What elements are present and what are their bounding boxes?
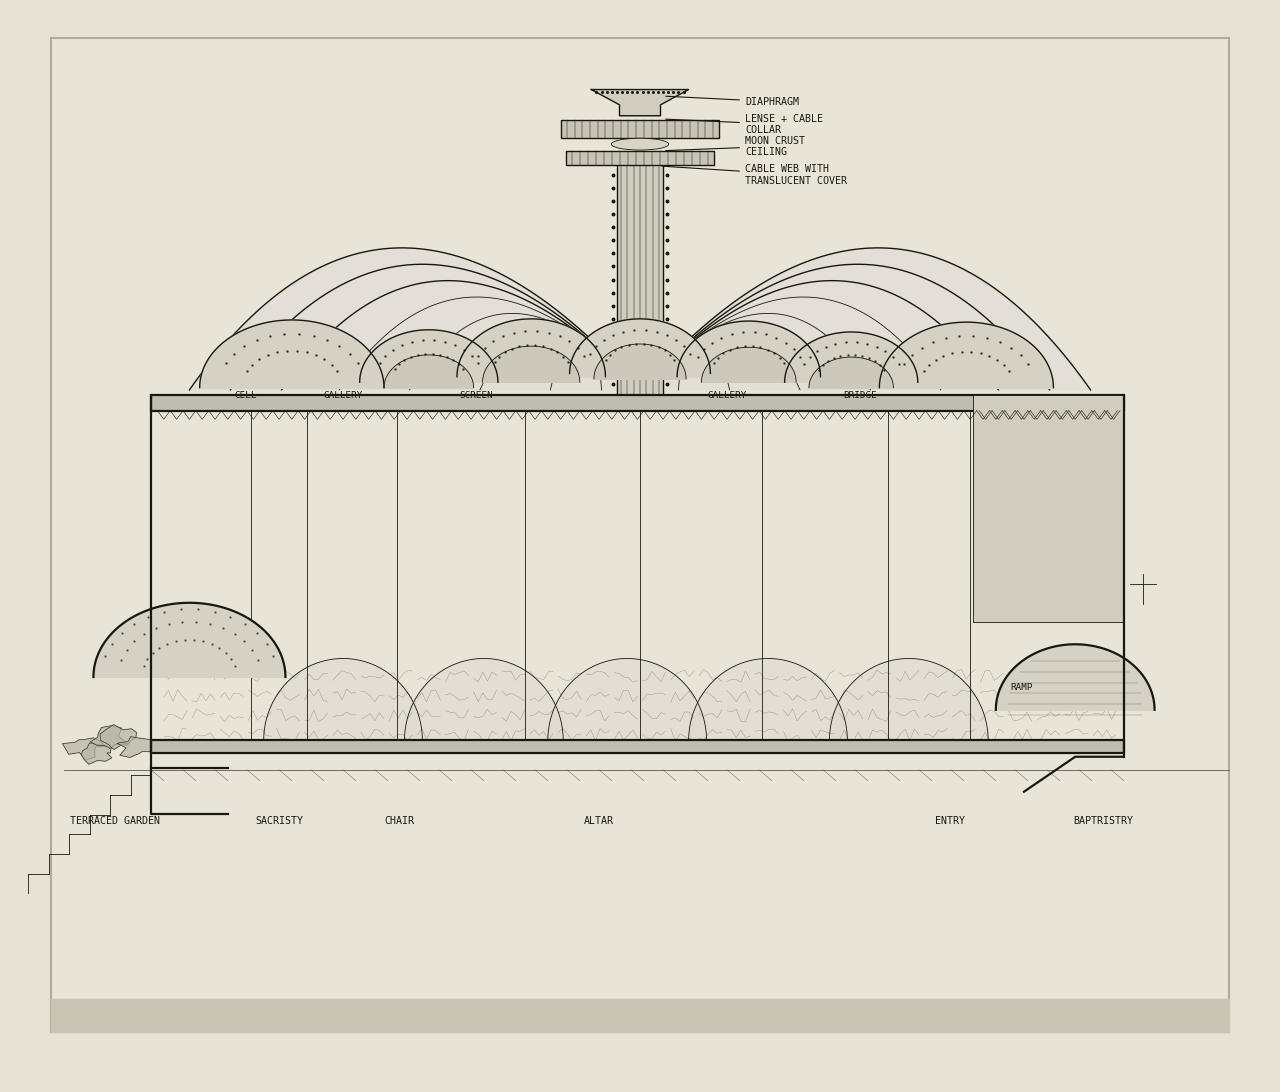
Text: BAPTRISTRY: BAPTRISTRY <box>1074 816 1133 827</box>
Polygon shape <box>677 321 820 377</box>
Text: TERRACED GARDEN: TERRACED GARDEN <box>70 816 160 827</box>
FancyBboxPatch shape <box>51 38 1229 1032</box>
Polygon shape <box>360 330 498 382</box>
Polygon shape <box>189 248 1091 390</box>
Polygon shape <box>82 743 111 764</box>
Polygon shape <box>384 355 474 388</box>
Text: GALLERY: GALLERY <box>708 391 746 400</box>
Polygon shape <box>63 738 106 760</box>
Ellipse shape <box>612 139 668 150</box>
Text: RAMP: RAMP <box>1010 684 1033 692</box>
Polygon shape <box>570 319 710 373</box>
Text: GALLERY: GALLERY <box>324 391 362 400</box>
Polygon shape <box>809 357 893 388</box>
Polygon shape <box>701 347 796 382</box>
Polygon shape <box>879 322 1053 388</box>
Polygon shape <box>116 737 156 758</box>
Text: ENTRY: ENTRY <box>934 816 965 827</box>
Text: CABLE WEB WITH
TRANSLUCENT COVER: CABLE WEB WITH TRANSLUCENT COVER <box>662 164 847 186</box>
Polygon shape <box>829 658 988 740</box>
Text: CHAIR: CHAIR <box>384 816 415 827</box>
Text: SCREEN: SCREEN <box>460 391 493 400</box>
Text: SACRISTY: SACRISTY <box>255 816 303 827</box>
Text: ALTAR: ALTAR <box>584 816 614 827</box>
Polygon shape <box>93 603 285 677</box>
Polygon shape <box>404 658 563 740</box>
Polygon shape <box>785 332 918 382</box>
Polygon shape <box>264 658 422 740</box>
Polygon shape <box>548 658 707 740</box>
Text: MOON CRUST
CEILING: MOON CRUST CEILING <box>666 135 805 157</box>
Text: CELL: CELL <box>234 391 257 400</box>
Polygon shape <box>483 346 580 382</box>
Polygon shape <box>200 320 384 388</box>
Polygon shape <box>91 726 128 749</box>
Text: DIAPHRAGM: DIAPHRAGM <box>666 96 799 107</box>
Polygon shape <box>591 90 689 116</box>
Polygon shape <box>457 319 605 377</box>
Polygon shape <box>100 725 137 749</box>
Text: BRIDGE: BRIDGE <box>844 391 877 400</box>
Polygon shape <box>689 658 847 740</box>
Polygon shape <box>594 344 686 379</box>
Text: LENSE + CABLE
COLLAR: LENSE + CABLE COLLAR <box>666 114 823 135</box>
Polygon shape <box>996 644 1155 710</box>
